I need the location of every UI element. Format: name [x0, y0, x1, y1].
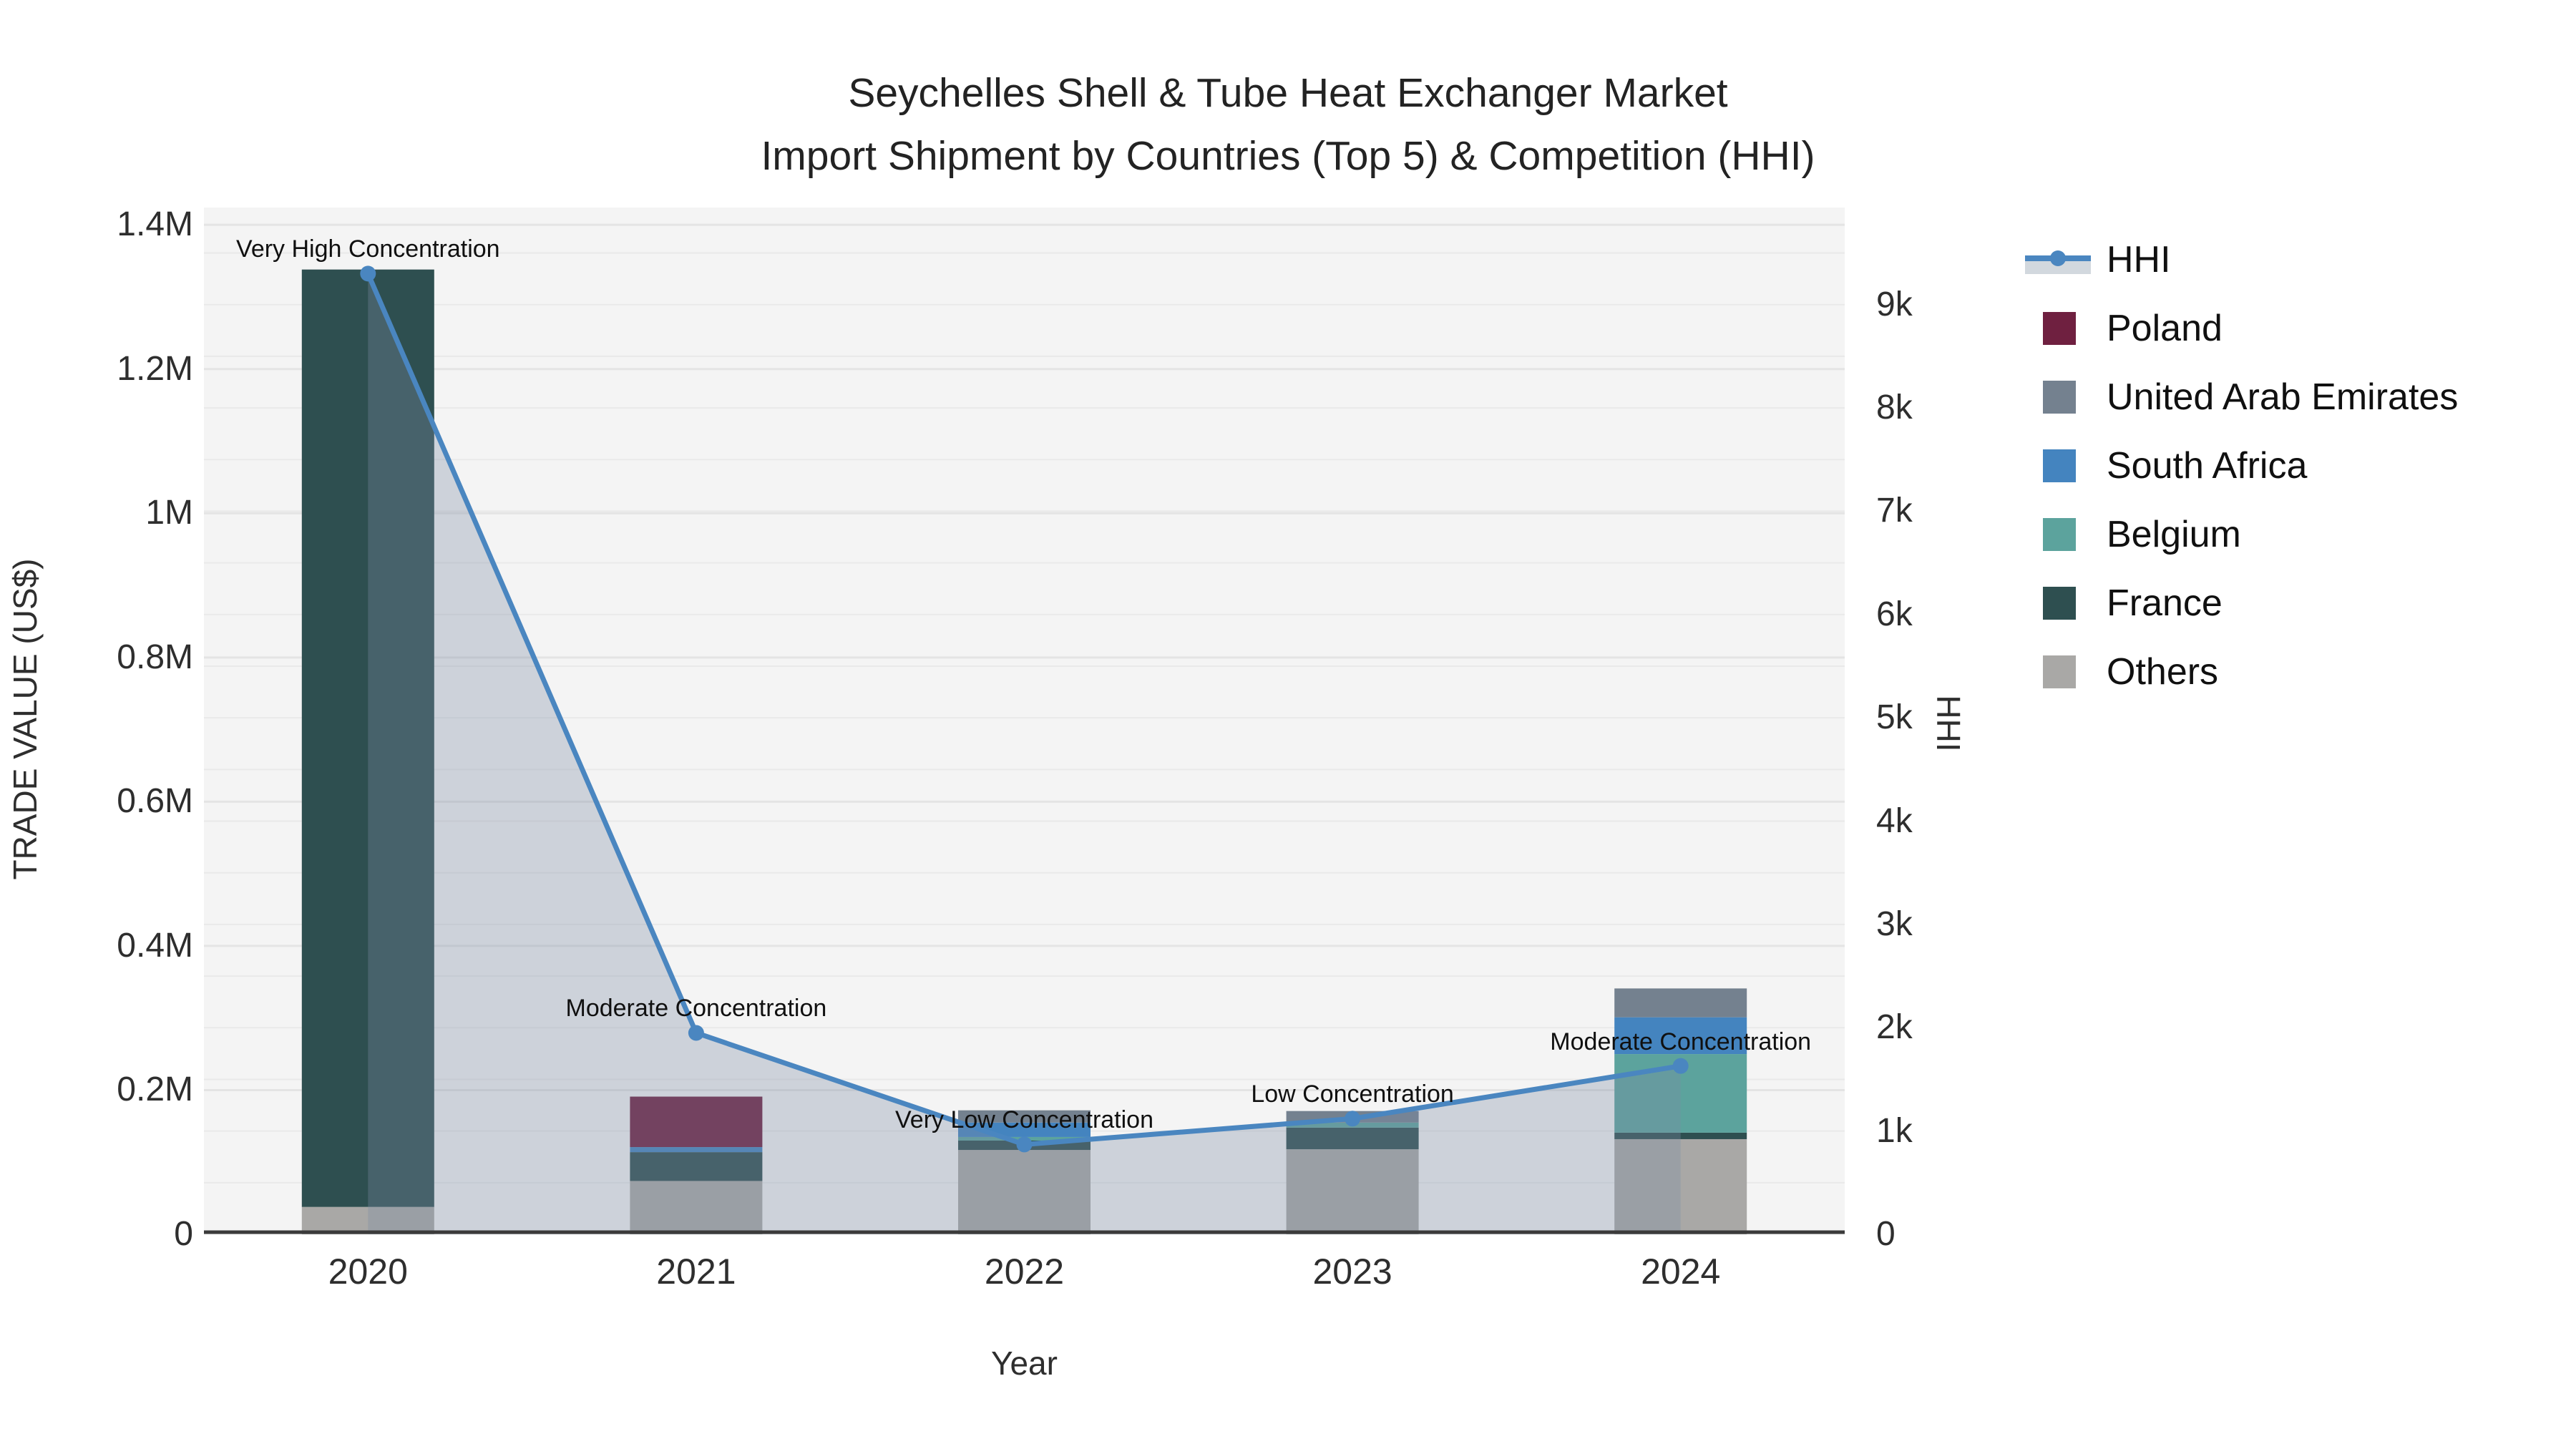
legend-swatch-icon [2025, 449, 2091, 482]
legend: HHI Poland United Arab Emirates South Afric… [2025, 239, 2458, 724]
y2-tick-label: 3k [1876, 904, 1913, 943]
legend-item-belgium[interactable]: Belgium [2025, 514, 2458, 555]
annotation: Very Low Concentration [895, 1106, 1153, 1134]
y2-tick-label: 7k [1876, 492, 1913, 530]
plot-background [204, 208, 1845, 1234]
hhi-marker [1672, 1058, 1689, 1074]
y-tick-label: 0.4M [117, 926, 193, 965]
bar-segment [630, 1096, 763, 1148]
bar-segment [958, 1110, 1091, 1123]
hhi-legend-symbol [2025, 243, 2091, 276]
y2-tick-label: 2k [1876, 1008, 1913, 1047]
x-tick-label: 2022 [984, 1252, 1065, 1292]
legend-item-label: Others [2107, 651, 2219, 693]
legend-item-label: South Africa [2107, 445, 2308, 487]
plot-area [204, 208, 1845, 1235]
annotation: Very High Concentration [236, 235, 500, 263]
x-tick-label: 2024 [1641, 1252, 1721, 1292]
legend-item-label: Poland [2107, 308, 2223, 349]
bar-segment [1614, 988, 1747, 1018]
x-axis-title: Year [991, 1345, 1058, 1382]
y2-tick-label: 8k [1876, 389, 1913, 427]
legend-swatch-icon [2025, 381, 2091, 414]
y2-tick-label: 5k [1876, 698, 1913, 737]
bar-segment [1614, 1132, 1747, 1139]
legend-item-label: Belgium [2107, 514, 2241, 555]
bar-segment [1614, 1017, 1747, 1055]
chart-title-line-1: Seychelles Shell & Tube Heat Exchanger M… [848, 70, 1728, 116]
legend-item-label: France [2107, 582, 2223, 624]
annotation: Moderate Concentration [565, 995, 827, 1023]
y2-tick-label: 1k [1876, 1111, 1913, 1150]
bar-segment [1286, 1127, 1419, 1150]
bar-segment [301, 269, 434, 1207]
bar-segment [958, 1150, 1091, 1234]
y2-tick-label: 4k [1876, 801, 1913, 840]
chart-title-line-2: Import Shipment by Countries (Top 5) & C… [761, 133, 1815, 179]
legend-item-label: United Arab Emirates [2107, 376, 2459, 418]
y-tick-label: 1.4M [117, 205, 193, 244]
hhi-marker [1345, 1111, 1361, 1127]
y-tick-label: 0 [174, 1215, 193, 1253]
bar-segment [1614, 1138, 1747, 1234]
legend-swatch-icon [2025, 518, 2091, 551]
y-tick-label: 1.2M [117, 349, 193, 388]
hhi-marker [688, 1025, 704, 1041]
legend-item-others[interactable]: Others [2025, 651, 2458, 693]
bar-segment [301, 1206, 434, 1234]
hhi-area [368, 273, 1681, 1235]
y-tick-label: 0.6M [117, 782, 193, 821]
legend-item-poland[interactable]: Poland [2025, 308, 2458, 349]
hhi-marker [360, 265, 376, 282]
legend-item-united-arab-emirates[interactable]: United Arab Emirates [2025, 376, 2458, 418]
bar-segment [630, 1147, 763, 1153]
y-tick-label: 0.8M [117, 638, 193, 676]
legend-item-label: HHI [2107, 239, 2171, 280]
chart-title: Seychelles Shell & Tube Heat Exchanger M… [0, 62, 2576, 187]
x-tick-label: 2021 [656, 1252, 736, 1292]
x-tick-label: 2023 [1312, 1252, 1392, 1292]
y2-tick-label: 6k [1876, 595, 1913, 633]
legend-swatch-icon [2025, 312, 2091, 345]
legend-item-hhi[interactable]: HHI [2025, 239, 2458, 280]
legend-item-south-africa[interactable]: South Africa [2025, 445, 2458, 487]
y-tick-label: 0.2M [117, 1070, 193, 1109]
bar-segment [630, 1181, 763, 1234]
y2-tick-label: 9k [1876, 285, 1913, 323]
x-tick-label: 2020 [328, 1252, 408, 1292]
y-tick-label: 1M [145, 494, 193, 532]
annotation: Low Concentration [1251, 1080, 1454, 1108]
bar-segment [630, 1152, 763, 1181]
legend-item-france[interactable]: France [2025, 582, 2458, 624]
annotation: Moderate Concentration [1550, 1028, 1812, 1055]
bar-segment [1286, 1149, 1419, 1234]
legend-swatch-icon [2025, 587, 2091, 620]
hhi-marker [1016, 1136, 1033, 1153]
legend-swatch-icon [2025, 655, 2091, 688]
y2-tick-label: 0 [1876, 1215, 1896, 1253]
